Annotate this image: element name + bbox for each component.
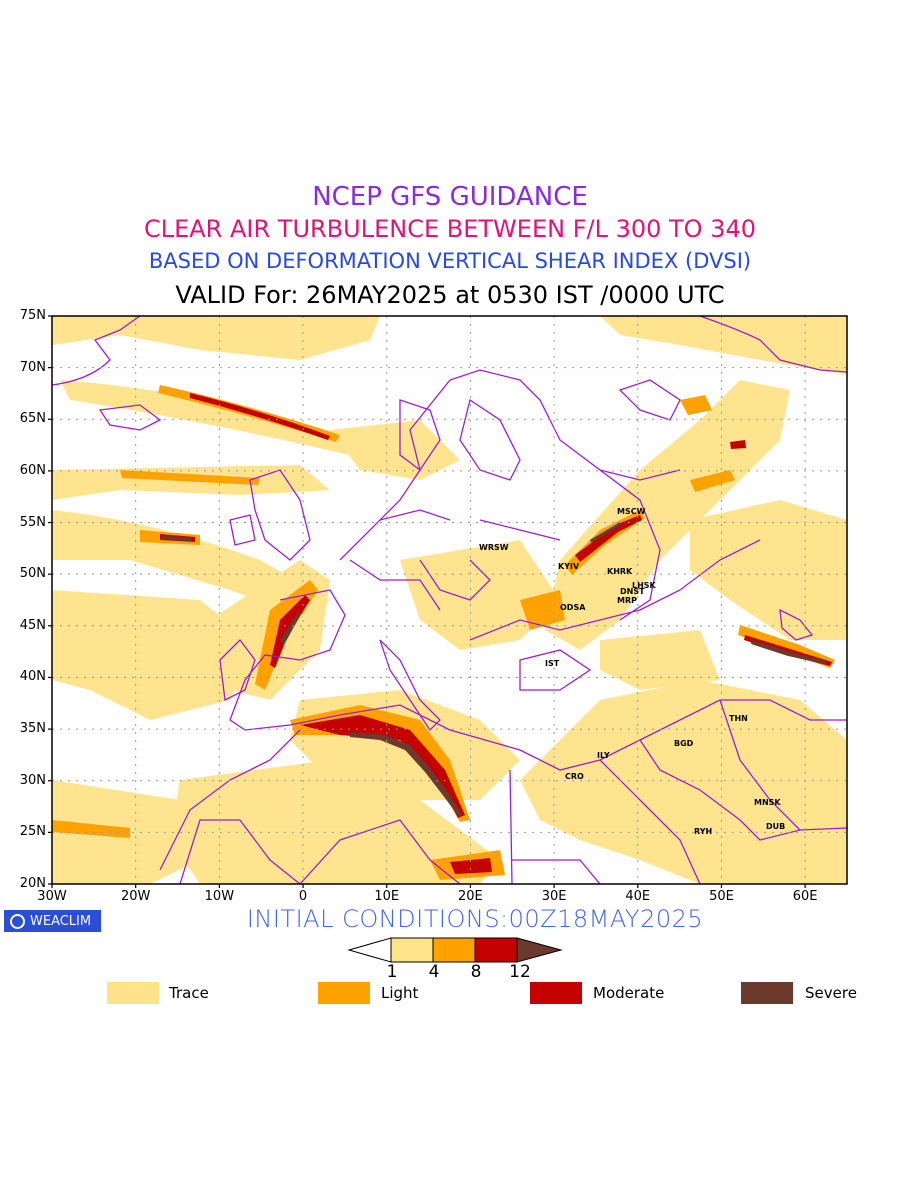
city-label-dub: DUB [766, 822, 786, 831]
city-label-bgd: BGD [674, 739, 694, 748]
title-clear-air-turbulence: CLEAR AIR TURBULENCE BETWEEN F/L 300 TO … [143, 215, 757, 243]
colorbar [347, 937, 563, 963]
lat-label: 25N [19, 824, 46, 840]
title-valid-time: VALID For: 26MAY2025 at 0530 IST /0000 U… [175, 281, 725, 309]
legend-swatch-severe [741, 982, 793, 1004]
initial-conditions: INITIAL CONDITIONS:00Z18MAY2025 [246, 905, 704, 933]
city-label-kyiv: KYIV [558, 562, 580, 571]
lat-label: 50N [19, 566, 46, 582]
legend-swatch-trace [107, 982, 159, 1004]
lon-label: 30W [37, 889, 67, 904]
city-label-dnst: DNST [620, 587, 645, 596]
lat-label: 45N [19, 617, 46, 633]
city-label-mscw: MSCW [617, 507, 646, 516]
legend-label-moderate: Moderate [593, 984, 665, 1002]
legend-label-trace: Trace [169, 984, 209, 1002]
lat-label: 55N [19, 514, 46, 530]
lon-label: 40E [625, 889, 651, 904]
city-label-ist: IST [545, 659, 560, 668]
lon-label: 20W [120, 889, 151, 904]
lon-label: 30E [541, 889, 567, 904]
country-borders [52, 316, 847, 884]
lat-label: 60N [19, 462, 46, 478]
city-label-lhsk: LHSK [632, 581, 656, 590]
legend-label-severe: Severe [805, 984, 857, 1002]
city-label-cro: CRO [565, 772, 584, 781]
legend-swatch-light [318, 982, 370, 1004]
colorbar-tick-4: 4 [428, 962, 440, 982]
city-label-khrk: KHRK [607, 567, 633, 576]
city-label-mnsk: MNSK [754, 798, 781, 807]
lat-label: 75N [19, 308, 46, 323]
lon-label: 50E [709, 889, 734, 904]
city-label-odsa: ODSA [560, 603, 586, 612]
lon-label: 60E [792, 889, 818, 904]
city-label-wrsw: WRSW [479, 543, 509, 552]
city-label-mrp: MRP [617, 596, 637, 605]
lat-label: 40N [19, 669, 46, 685]
plot-frame [51, 315, 848, 885]
lat-label: 65N [19, 411, 46, 427]
lon-label: 10E [374, 889, 400, 904]
lat-label: 30N [19, 772, 46, 788]
lon-label: 10W [204, 889, 235, 904]
lon-label: 0 [298, 889, 308, 904]
severe-turbulence-areas [162, 522, 826, 817]
colorbar-tick-1: 1 [386, 962, 398, 982]
city-label-thn: THN [729, 714, 748, 723]
title-dvsi: BASED ON DEFORMATION VERTICAL SHEAR INDE… [148, 249, 752, 273]
globe-icon [10, 913, 25, 929]
graticule [52, 316, 847, 884]
colorbar-tick-8: 8 [470, 962, 482, 982]
weaclim-badge: WEACLIM [4, 910, 101, 932]
lat-label: 20N [19, 876, 46, 891]
title-ncep-gfs: NCEP GFS GUIDANCE [312, 182, 588, 212]
lat-label: 35N [19, 721, 46, 737]
legend-swatch-moderate [530, 982, 582, 1004]
lon-label: 20E [458, 889, 483, 904]
colorbar-tick-12: 12 [509, 962, 531, 982]
city-label-ily: ILY [597, 751, 610, 760]
lat-label: 70N [19, 359, 46, 375]
weaclim-label: WEACLIM [30, 913, 92, 929]
legend-label-light: Light [381, 984, 419, 1002]
city-label-ryh: RYH [694, 827, 713, 836]
